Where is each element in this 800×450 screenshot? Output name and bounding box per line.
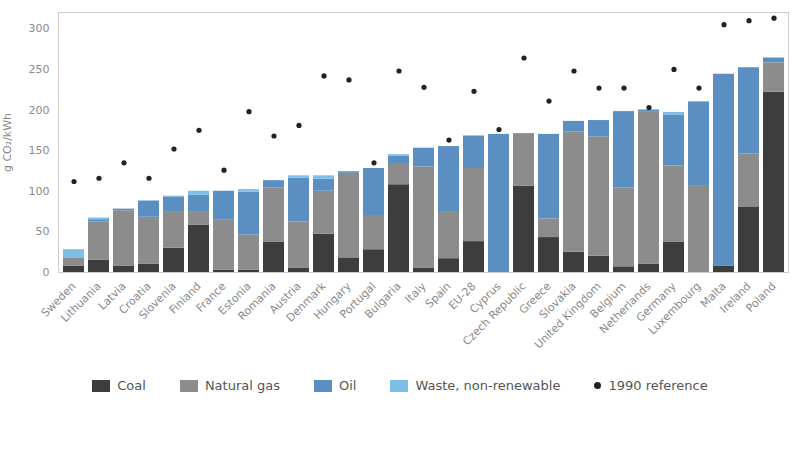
svg-text:Greece: Greece (516, 279, 554, 317)
html-text:Waste, non-renewable: Waste, non-renewable (415, 378, 561, 393)
svg-text:Hungary: Hungary (311, 279, 354, 323)
svg-text:Luxembourg: Luxembourg (646, 280, 704, 338)
html-text:Natural gas: Natural gas (204, 378, 280, 393)
svg-text:Romania: Romania (235, 279, 279, 323)
svg-text:Ireland: Ireland (717, 279, 754, 316)
svg-text:EU-28: EU-28 (446, 279, 479, 313)
svg-text:0: 0 (43, 266, 50, 279)
svg-text:Cyprus: Cyprus (467, 279, 504, 317)
svg-text:g CO₂/kWh: g CO₂/kWh (1, 113, 14, 172)
svg-text:100: 100 (29, 185, 50, 198)
svg-text:Portugal: Portugal (337, 279, 379, 322)
svg-text:Austria: Austria (266, 279, 304, 317)
svg-text:Slovenia: Slovenia (136, 279, 179, 323)
svg-text:200: 200 (29, 104, 50, 117)
svg-text:150: 150 (29, 144, 50, 157)
svg-text:Germany: Germany (633, 279, 679, 325)
svg-text:Spain: Spain (422, 279, 454, 311)
svg-text:Sweden: Sweden (38, 279, 79, 320)
svg-text:250: 250 (29, 63, 50, 76)
svg-text:France: France (193, 279, 229, 315)
svg-text:Finland: Finland (166, 279, 204, 317)
html-text:Coal: Coal (117, 378, 146, 393)
svg-text:Bulgaria: Bulgaria (362, 280, 403, 321)
svg-text:Italy: Italy (402, 279, 429, 306)
svg-text:Lithuania: Lithuania (58, 279, 104, 325)
svg-text:Netherlands: Netherlands (597, 279, 654, 337)
svg-text:50: 50 (36, 225, 50, 238)
svg-text:Poland: Poland (743, 280, 778, 315)
svg-text:Latvia: Latvia (95, 279, 129, 313)
svg-text:Slovakia: Slovakia (536, 279, 579, 322)
svg-text:Denmark: Denmark (283, 279, 329, 325)
svg-text:United Kingdom: United Kingdom (532, 279, 604, 352)
svg-text:Belgium: Belgium (587, 279, 629, 321)
html-text:1990 reference: 1990 reference (608, 378, 708, 393)
svg-text:300: 300 (29, 22, 50, 35)
svg-text:Malta: Malta (698, 279, 729, 311)
svg-text:Estonia: Estonia (215, 279, 254, 318)
svg-text:Croatia: Croatia (116, 279, 154, 317)
svg-text:Czech Republic: Czech Republic (460, 280, 528, 348)
html-text:Oil: Oil (339, 378, 357, 393)
